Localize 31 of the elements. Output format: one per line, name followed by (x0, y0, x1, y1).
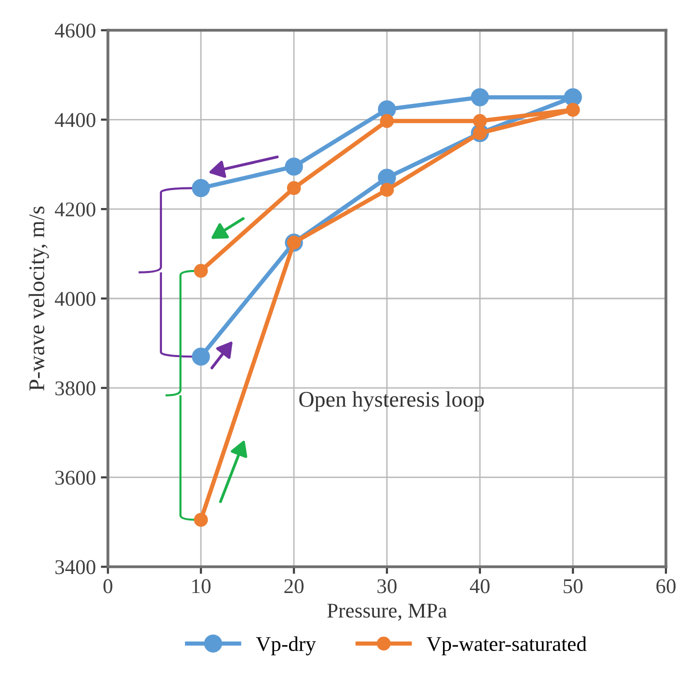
y-tick-label: 4000 (54, 292, 96, 306)
y-tick-label: 3400 (55, 560, 96, 574)
y-tick-label: 3800 (55, 381, 96, 396)
y-tick-label: 4600 (54, 24, 96, 38)
point (380, 114, 394, 128)
point (286, 181, 301, 196)
x-axis-title: Pressure, MPa (327, 604, 447, 621)
x-tick-label: 0 (104, 579, 112, 594)
point (472, 114, 487, 128)
point (564, 88, 582, 106)
point (470, 88, 489, 106)
x-tick-label: 50 (564, 579, 583, 594)
x-tick-label: 10 (192, 579, 211, 594)
y-tick-label: 4400 (54, 113, 96, 128)
x-tick-label: 40 (470, 579, 490, 594)
legend-label: Vp-dry (256, 636, 316, 656)
y-axis-title: P-wave velocity, m/s (28, 206, 49, 391)
x-tick-label: 30 (378, 579, 397, 594)
y-tick-label: 3600 (55, 470, 96, 485)
x-tick-label: 20 (284, 579, 304, 594)
y-tick-label: 4200 (54, 202, 96, 217)
point (192, 179, 210, 198)
point (566, 102, 580, 117)
x-tick-label: 60 (656, 579, 676, 594)
point (194, 512, 208, 527)
point (192, 348, 210, 366)
annotation: Open hysteresis loop (299, 391, 484, 412)
point (380, 182, 394, 197)
point (284, 158, 303, 176)
point (194, 264, 208, 278)
legend-label: Vp-water-saturated (426, 636, 587, 656)
